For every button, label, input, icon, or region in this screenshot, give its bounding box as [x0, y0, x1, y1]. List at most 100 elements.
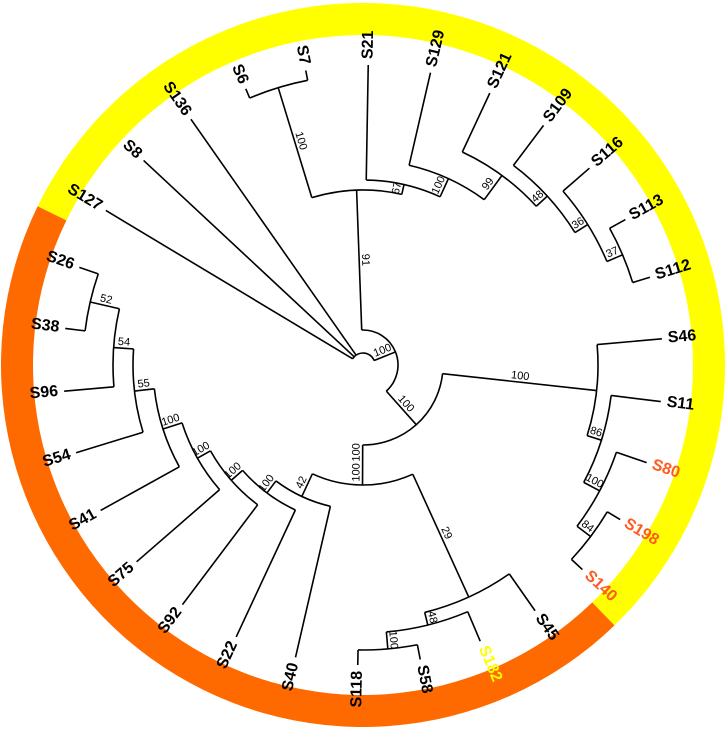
branch	[616, 451, 647, 464]
branch-arc	[366, 179, 441, 198]
leaf-label: S8	[119, 137, 145, 163]
branch	[64, 385, 115, 392]
bootstrap-label: 67	[390, 181, 404, 196]
branch	[535, 195, 548, 207]
branch-arc	[352, 352, 375, 361]
leaf-label: S96	[29, 383, 59, 402]
bootstrap-label: 100	[256, 472, 277, 494]
branch	[597, 338, 662, 346]
bootstrap-label: 100	[386, 630, 400, 649]
branch	[277, 87, 313, 198]
bootstrap-label: 100	[222, 460, 244, 481]
branch	[65, 327, 86, 332]
branch	[606, 511, 621, 521]
branch-arc	[84, 273, 100, 331]
branch-arc	[461, 151, 537, 207]
bootstrap-label: 91	[359, 254, 371, 267]
branch	[385, 390, 417, 426]
branch	[235, 509, 297, 638]
branch	[79, 266, 99, 275]
branch-arc	[312, 473, 414, 486]
branch-arc	[249, 79, 308, 99]
leaf-label: S58	[413, 664, 435, 695]
branch	[100, 466, 180, 512]
branch-arc	[209, 450, 259, 506]
leaf-label: S54	[41, 446, 73, 471]
branch	[304, 70, 309, 81]
branch-arc	[181, 422, 221, 491]
branch	[412, 473, 470, 598]
branch	[586, 434, 602, 441]
ring-orange	[0, 206, 615, 728]
branch	[570, 558, 583, 571]
bootstrap-label: 100	[372, 342, 394, 360]
branch-arc	[153, 388, 181, 468]
branch-arc	[362, 373, 444, 446]
branch-arc	[608, 227, 634, 283]
branch	[442, 372, 597, 392]
branch	[461, 92, 491, 153]
branch-arc	[424, 573, 510, 614]
branch	[136, 489, 221, 563]
branch	[583, 481, 601, 492]
branch	[562, 167, 590, 192]
branch-arc	[361, 329, 399, 392]
bootstrap-label: 52	[99, 292, 114, 306]
leaf-label: S21	[360, 30, 378, 59]
branch	[162, 422, 183, 430]
branch-arc	[132, 348, 144, 433]
leaf-label: S7	[293, 44, 313, 67]
leaf-label: S40	[279, 661, 302, 693]
bootstrap-label: 100	[351, 463, 363, 481]
ring-yellow	[37, 3, 725, 626]
branch	[408, 72, 432, 166]
branch	[266, 480, 277, 494]
branch	[113, 346, 134, 350]
branch	[439, 178, 450, 198]
branch	[632, 276, 651, 284]
bootstrap-label: 100	[584, 472, 606, 491]
bootstrap-label: 100	[395, 393, 416, 415]
branch	[75, 431, 144, 454]
leaf-label: S46	[667, 327, 697, 346]
branch	[483, 175, 503, 201]
branch	[365, 65, 370, 181]
branch	[89, 301, 120, 310]
bootstrap-label: 100	[292, 130, 309, 151]
branch-arc	[386, 610, 469, 633]
bootstrap-label: 48	[425, 610, 440, 625]
bootstrap-label: 86	[588, 425, 603, 440]
branch-arc	[562, 190, 608, 262]
branch	[245, 88, 251, 99]
branch-arc	[275, 480, 331, 508]
leaf-label: S26	[44, 248, 77, 273]
bootstrap-label: 100	[351, 443, 363, 461]
branch-arc	[570, 511, 608, 560]
branch	[609, 218, 626, 229]
branch	[576, 525, 592, 538]
branch-arc	[583, 395, 612, 483]
bootstrap-label: 37	[604, 245, 620, 261]
leaf-label: S41	[66, 506, 99, 535]
branch	[373, 351, 396, 362]
leaf-label: S38	[30, 316, 60, 336]
bootstrap-label: 55	[137, 377, 151, 390]
branch	[355, 190, 363, 331]
leaf-label: S11	[666, 394, 696, 414]
leaf-label: S80	[650, 456, 683, 481]
bootstrap-label: 99	[480, 176, 497, 193]
branch-arc	[408, 164, 485, 201]
branch	[416, 644, 422, 660]
bootstrap-label: 84	[579, 518, 596, 535]
branch-arc	[311, 189, 402, 199]
leaf-label: S22	[214, 639, 241, 672]
branch	[230, 469, 244, 481]
branch	[385, 631, 389, 649]
branch	[294, 506, 332, 658]
bootstrap-label: 100	[510, 369, 530, 383]
branch	[105, 209, 354, 360]
branch-arc	[241, 469, 296, 511]
bootstrap-label: 100	[190, 440, 212, 459]
branch-arc	[576, 451, 618, 527]
